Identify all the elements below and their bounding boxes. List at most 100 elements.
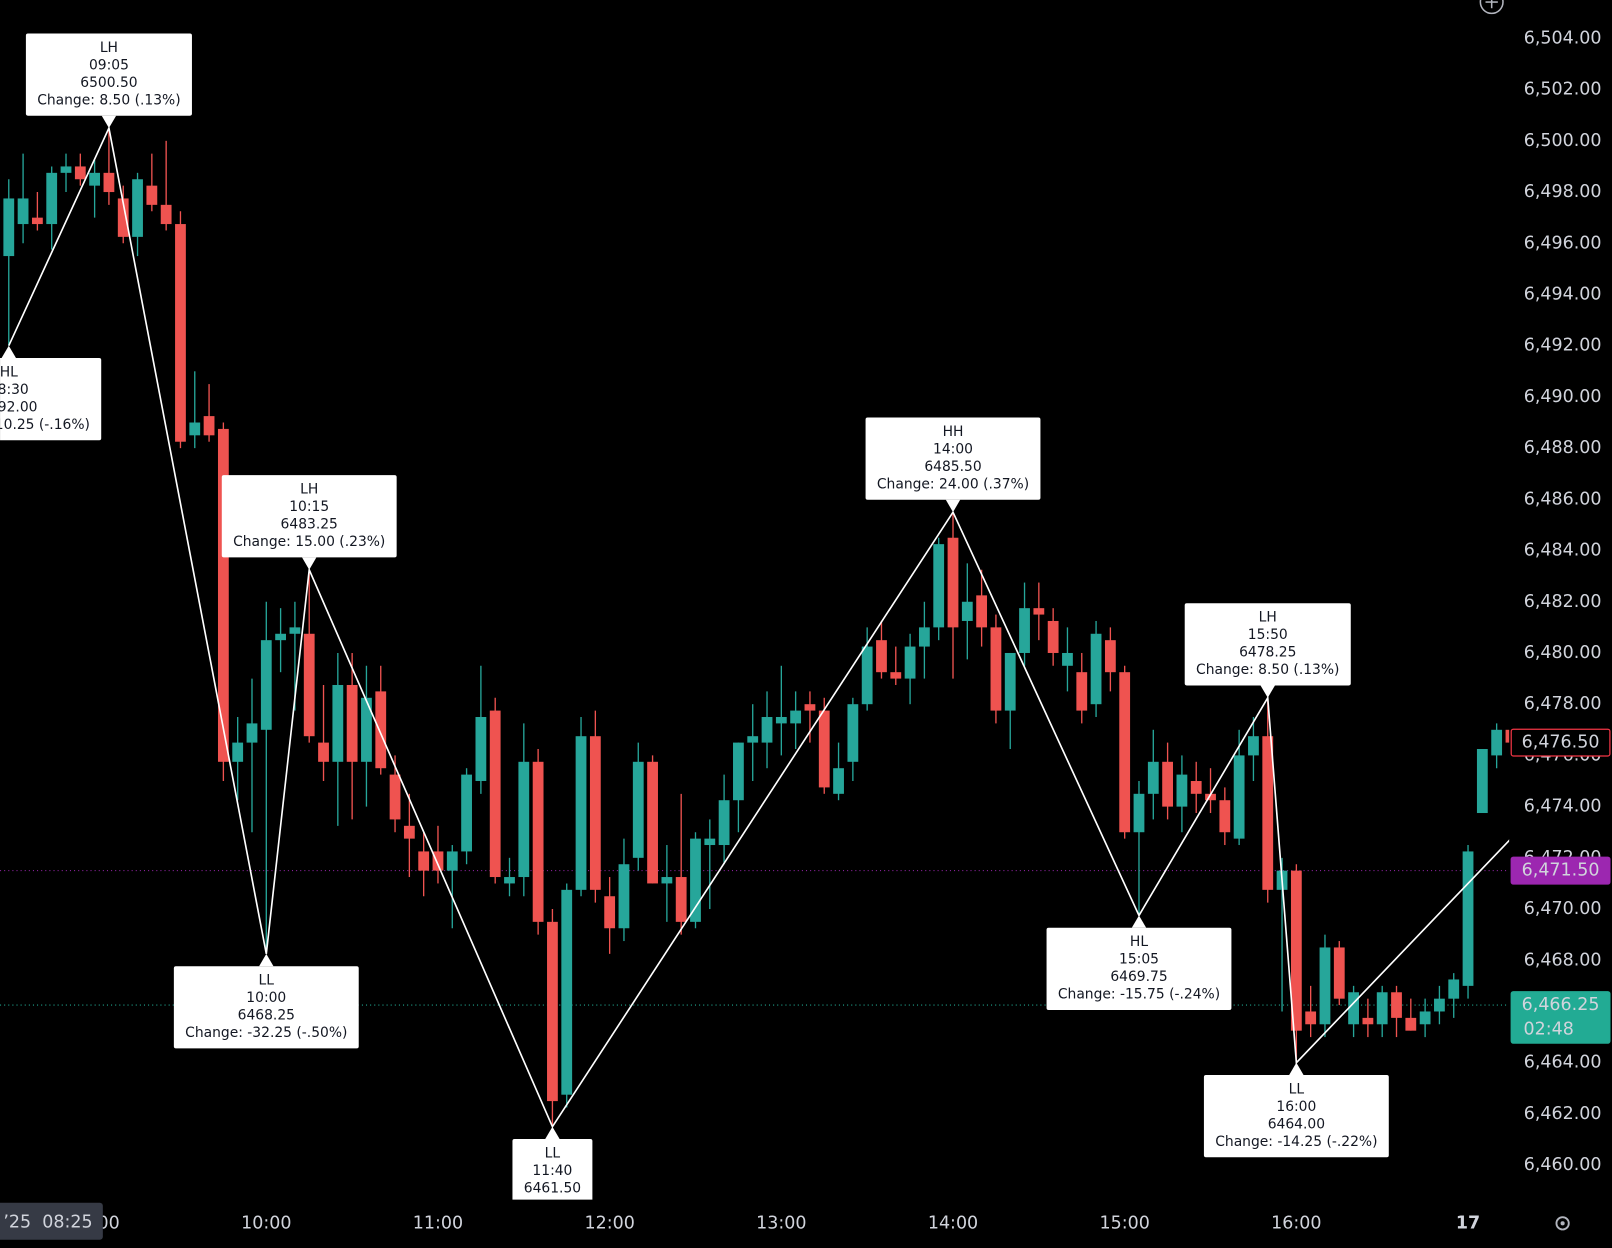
x-tick-label: 11:00	[413, 1213, 463, 1233]
x-tick-label: 12:00	[584, 1213, 634, 1233]
pivot-text: 11:40	[532, 1163, 572, 1179]
candle-body	[733, 742, 744, 801]
candle-body	[918, 627, 930, 647]
pivot-text: Change: -14.25 (-.22%)	[1215, 1134, 1377, 1150]
candle-body	[175, 224, 186, 442]
candle-body	[518, 761, 530, 878]
candle-body	[890, 672, 902, 679]
candle-body	[1448, 979, 1460, 999]
x-tick-label: 16:00	[1271, 1213, 1321, 1233]
candle-body	[361, 697, 372, 762]
price-tag-box	[1510, 991, 1611, 1044]
pivot-box	[0, 358, 102, 441]
pivot-text: Change: 8.50 (.13%)	[37, 92, 180, 108]
candle-body	[1219, 800, 1231, 833]
candle-body	[1047, 620, 1059, 653]
axes: 6,460.006,462.006,464.006,466.006,468.00…	[0, 28, 1611, 1240]
pivot-label: HL 08:306492.00 Change: -10.25 (-.16%)	[0, 345, 102, 441]
candle-body	[1248, 736, 1259, 756]
candle-body	[74, 166, 86, 180]
candle-body	[747, 736, 759, 743]
crosshair-time-box	[0, 1202, 103, 1240]
pivot-box	[221, 475, 397, 558]
pivot-text: 08:30	[0, 382, 29, 398]
candle-body	[246, 723, 258, 743]
settings-button[interactable]	[1555, 1216, 1570, 1231]
candle-body	[489, 710, 501, 878]
candle-body	[790, 710, 802, 724]
candle-body	[718, 800, 730, 846]
candle-body	[976, 595, 988, 628]
candle-body	[1462, 851, 1474, 986]
y-tick-label: 6,468.00	[1524, 950, 1602, 970]
candle-body	[1319, 947, 1331, 1025]
y-tick-label: 6,490.00	[1524, 387, 1602, 407]
price-tag-box	[1510, 856, 1611, 885]
y-tick-label: 6,488.00	[1524, 438, 1602, 458]
candle-body	[761, 716, 773, 743]
candle-body	[1290, 870, 1302, 1031]
candle-body	[389, 774, 401, 820]
candle-body	[1391, 992, 1402, 1018]
candle-body	[1233, 755, 1245, 839]
candle-body	[318, 742, 329, 762]
candle-body	[132, 179, 143, 237]
y-tick-label: 6,486.00	[1524, 489, 1602, 509]
candle-body	[31, 217, 43, 225]
candle-body	[632, 761, 644, 858]
pivot-box	[865, 417, 1041, 500]
candle-body	[446, 851, 458, 871]
crosshair-time-label: ’25 08:25	[3, 1212, 92, 1232]
pivot-text: LL	[545, 1145, 561, 1161]
pivot-text: Change: -15.75 (-.24%)	[1058, 987, 1220, 1003]
candle-body	[1362, 1017, 1374, 1025]
candle-body	[1033, 608, 1045, 615]
pivot-text: 15:05	[1119, 952, 1159, 968]
candle-body	[861, 646, 873, 705]
y-tick-label: 6,492.00	[1524, 336, 1602, 356]
candle-body	[1190, 781, 1202, 794]
pivot-text: LH	[1259, 610, 1277, 626]
price-tag-box	[1510, 728, 1611, 757]
candle-body	[804, 704, 816, 711]
y-tick-label: 6,484.00	[1524, 541, 1602, 561]
candle-body	[690, 838, 701, 922]
pivot-marker	[945, 499, 961, 513]
pivot-text: LL	[1289, 1081, 1305, 1097]
pivot-text: 6492.00	[0, 399, 37, 415]
y-tick-label: 6,474.00	[1524, 797, 1602, 817]
pivot-marker	[302, 557, 317, 570]
candle-body	[532, 761, 544, 922]
pivot-text: Change: 24.00 (.37%)	[877, 476, 1029, 492]
candle-body	[1119, 672, 1131, 833]
candle-body	[1348, 992, 1359, 1025]
candle-body	[475, 716, 487, 782]
y-tick-label: 6,478.00	[1524, 694, 1602, 714]
candle-body	[661, 877, 673, 884]
candle-body	[89, 172, 101, 186]
candle-body	[675, 877, 687, 922]
candle-body	[1333, 947, 1345, 999]
pivot-marker	[1131, 915, 1147, 928]
candle-body	[990, 627, 1002, 711]
candle-body	[3, 198, 15, 257]
candle-body	[1176, 774, 1188, 807]
candle-body	[461, 774, 472, 852]
candle-body	[775, 716, 787, 724]
pivot-text: 6464.00	[1268, 1116, 1325, 1132]
add-button[interactable]	[1479, 0, 1504, 15]
candle-body	[1104, 640, 1116, 673]
candle-body	[1505, 729, 1510, 743]
pivot-text: HL	[0, 364, 18, 380]
y-tick-label: 6,496.00	[1524, 233, 1602, 253]
candle-body	[1205, 793, 1216, 801]
candle-body	[1305, 1011, 1317, 1025]
pivot-text: 6461.50	[524, 1180, 581, 1196]
